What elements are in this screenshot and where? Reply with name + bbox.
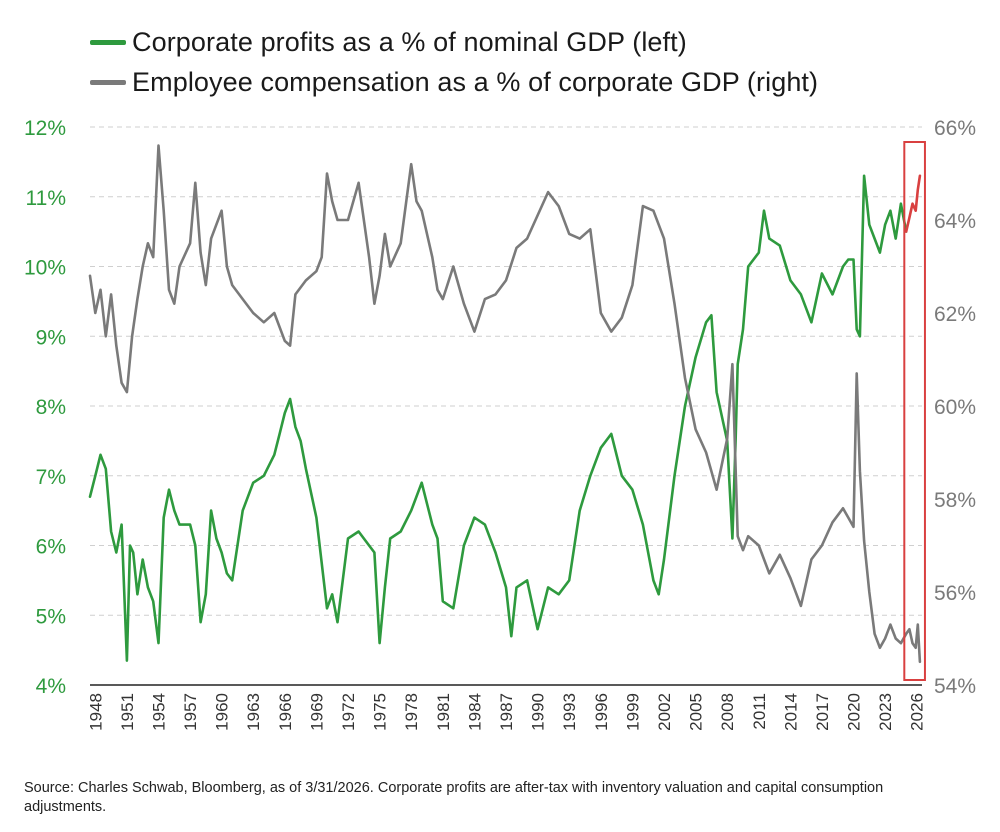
x-tick-label: 1990 bbox=[529, 693, 548, 731]
x-tick-label: 1981 bbox=[434, 693, 453, 731]
legend-label-profits: Corporate profits as a % of nominal GDP … bbox=[132, 26, 687, 57]
legend-item-profits: Corporate profits as a % of nominal GDP … bbox=[90, 22, 818, 62]
gridlines bbox=[90, 126, 922, 616]
x-tick-label: 1954 bbox=[149, 693, 168, 731]
highlight-box bbox=[903, 141, 926, 681]
series-profits-line bbox=[88, 174, 908, 662]
x-tick-label: 2026 bbox=[908, 693, 927, 731]
series-compensation-line bbox=[88, 144, 922, 664]
y-right-tick-label: 62% bbox=[934, 303, 976, 326]
x-tick-label: 2002 bbox=[655, 693, 674, 731]
line-chart: 12% 11% 10% 9% 8% 7% 6% 5% 4% 66% 64% 62% 60% 58% 56%… bbox=[24, 117, 976, 731]
x-tick-label: 1999 bbox=[623, 693, 642, 731]
x-tick-label: 2023 bbox=[876, 693, 895, 731]
y-right-tick-label: 54% bbox=[934, 675, 976, 698]
x-tick-label: 1960 bbox=[213, 693, 232, 731]
x-tick-label: 1978 bbox=[402, 693, 421, 731]
x-tick-label: 1951 bbox=[118, 693, 137, 731]
series-profits-highlight-line bbox=[904, 174, 922, 233]
x-tick-label: 2014 bbox=[781, 693, 800, 731]
y-right-tick-label: 56% bbox=[934, 582, 976, 605]
x-tick-label: 1972 bbox=[339, 693, 358, 731]
right-axis-ticks: 66% 64% 62% 60% 58% 56% 54% bbox=[934, 117, 976, 698]
x-tick-label: 1963 bbox=[244, 693, 263, 731]
y-left-tick-label: 8% bbox=[36, 396, 66, 419]
chart-legend: Corporate profits as a % of nominal GDP … bbox=[90, 22, 818, 102]
x-tick-label: 2005 bbox=[687, 693, 706, 731]
x-tick-label: 2017 bbox=[813, 693, 832, 731]
x-tick-label: 1993 bbox=[560, 693, 579, 731]
y-left-tick-label: 5% bbox=[36, 605, 66, 628]
x-tick-label: 1975 bbox=[371, 693, 390, 731]
x-tick-label: 1957 bbox=[181, 693, 200, 731]
y-right-tick-label: 58% bbox=[934, 489, 976, 512]
x-tick-label: 1996 bbox=[592, 693, 611, 731]
x-tick-label: 2008 bbox=[718, 693, 737, 731]
y-right-tick-label: 60% bbox=[934, 396, 976, 419]
y-left-tick-label: 9% bbox=[36, 326, 66, 349]
y-right-tick-label: 66% bbox=[934, 117, 976, 140]
y-left-tick-label: 4% bbox=[36, 675, 66, 698]
y-right-tick-label: 64% bbox=[934, 210, 976, 233]
y-left-tick-label: 10% bbox=[24, 257, 66, 280]
legend-swatch-compensation bbox=[90, 79, 126, 85]
x-tick-label: 1984 bbox=[465, 693, 484, 731]
legend-item-compensation: Employee compensation as a % of corporat… bbox=[90, 62, 818, 102]
x-tick-label: 1969 bbox=[307, 693, 326, 731]
y-left-tick-label: 12% bbox=[24, 117, 66, 140]
x-tick-label: 1987 bbox=[497, 693, 516, 731]
left-axis-ticks: 12% 11% 10% 9% 8% 7% 6% 5% 4% bbox=[24, 117, 66, 698]
y-left-tick-label: 7% bbox=[36, 466, 66, 489]
x-tick-label: 2011 bbox=[750, 693, 769, 730]
legend-label-compensation: Employee compensation as a % of corporat… bbox=[132, 66, 819, 97]
y-left-tick-label: 6% bbox=[36, 536, 66, 559]
y-left-tick-label: 11% bbox=[26, 187, 66, 210]
legend-swatch-profits bbox=[90, 39, 126, 45]
x-axis-ticks: 1948 1951 1954 1957 1960 1963 1966 1969 1972 1975… bbox=[86, 693, 926, 731]
x-tick-label: 1966 bbox=[276, 693, 295, 731]
source-note: Source: Charles Schwab, Bloomberg, as of… bbox=[24, 780, 884, 815]
series-lines bbox=[88, 144, 922, 664]
x-tick-label: 1948 bbox=[86, 693, 105, 731]
x-tick-label: 2020 bbox=[845, 693, 864, 731]
